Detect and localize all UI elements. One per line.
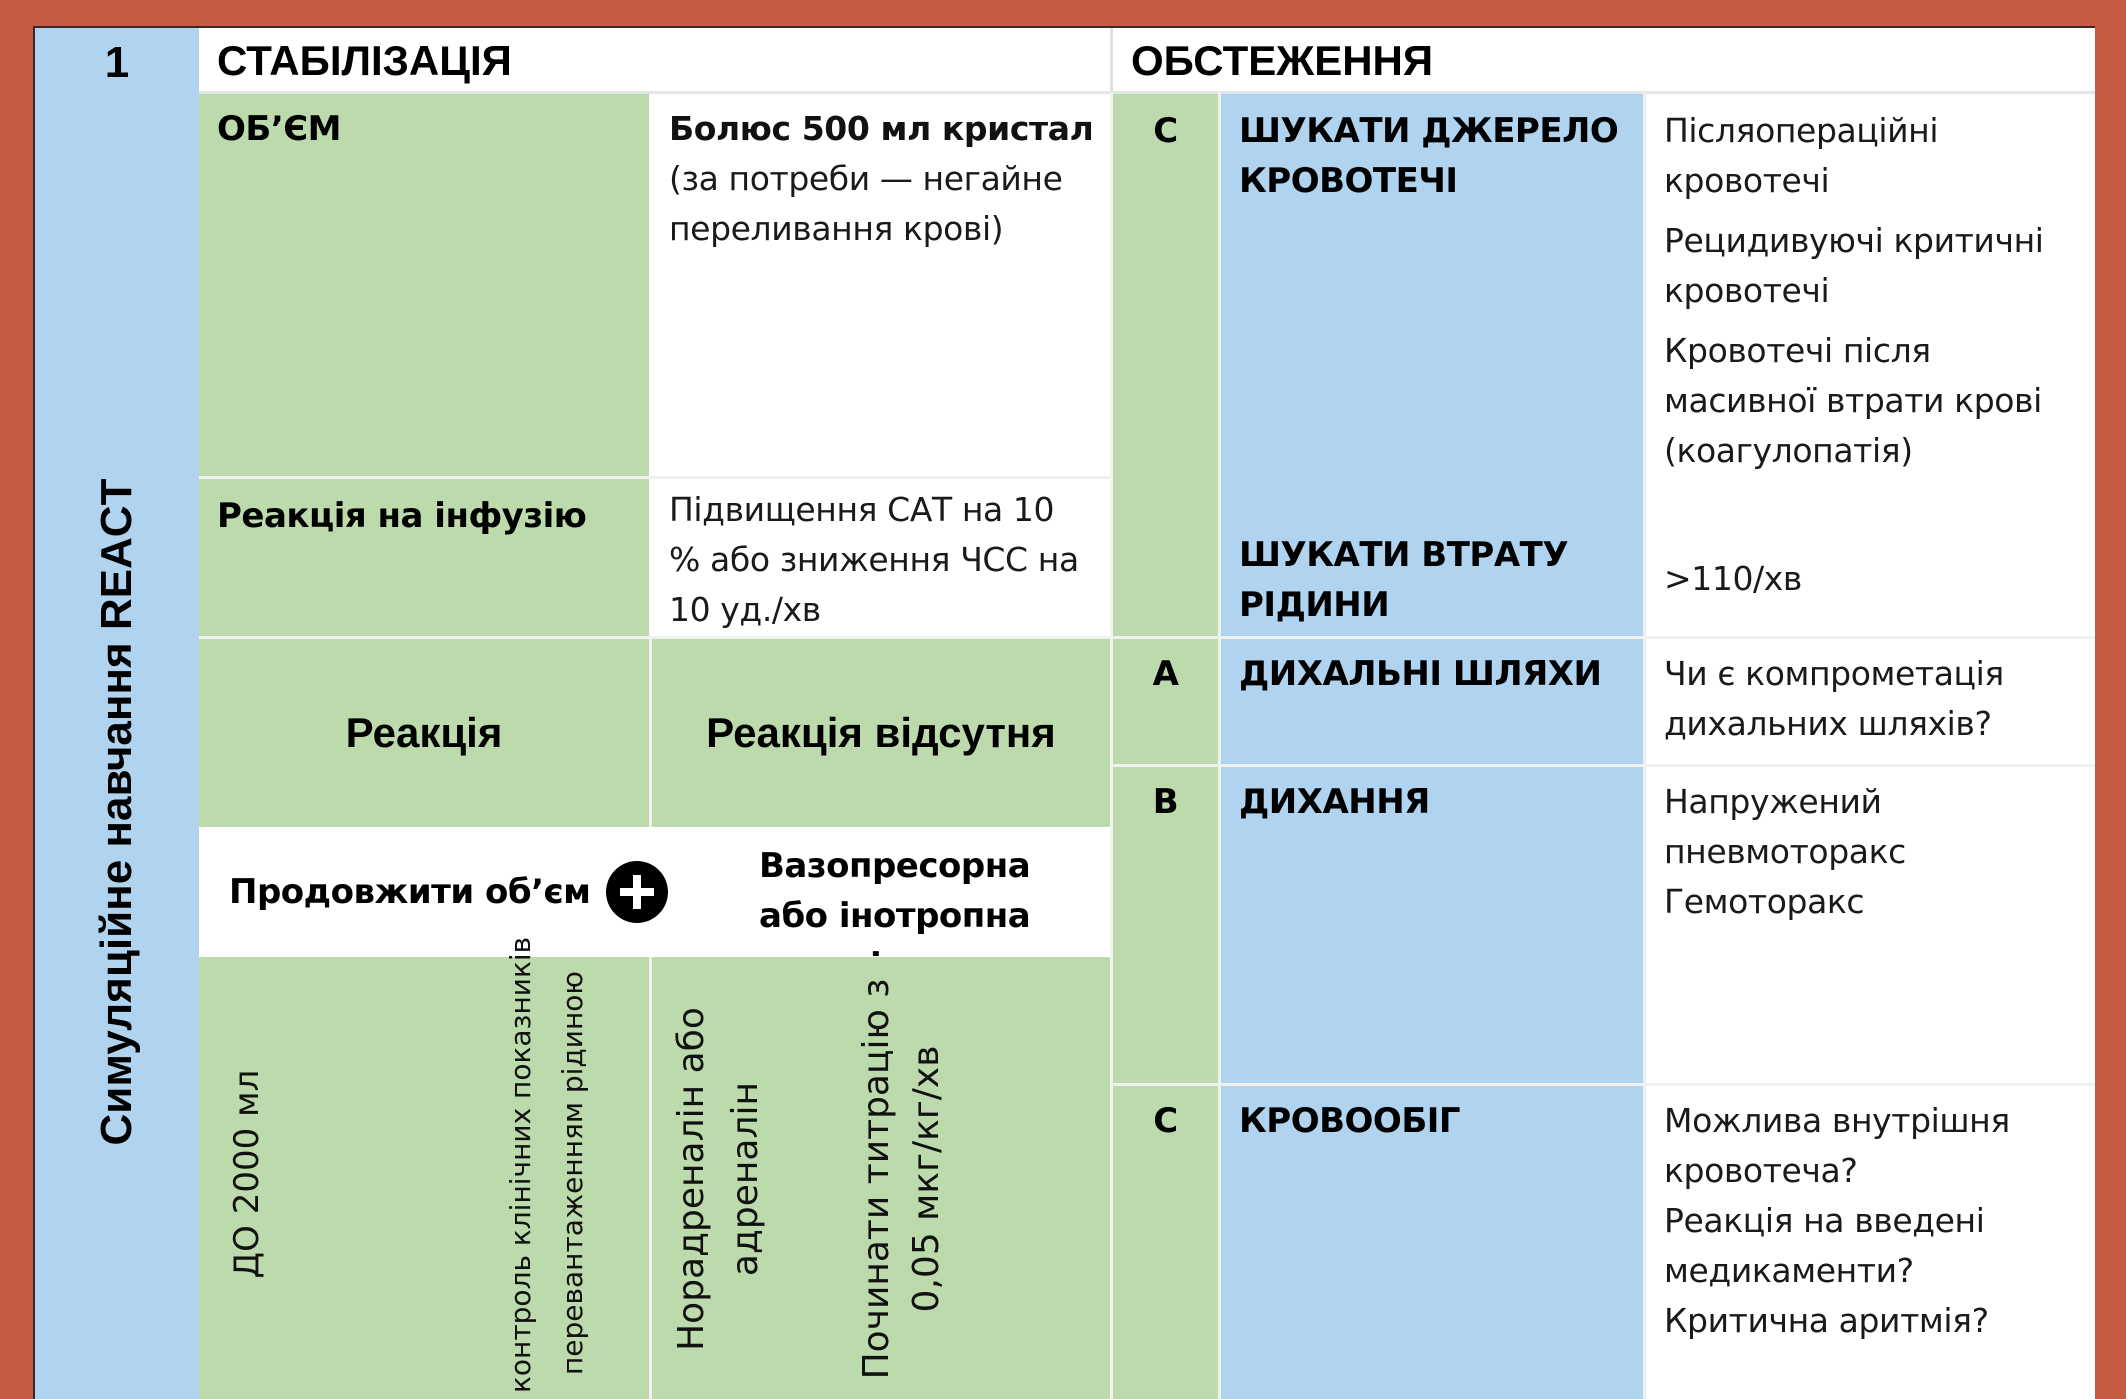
exam-label-cell: ДИХАННЯ	[1221, 767, 1643, 1083]
section-divider	[1110, 92, 1113, 1399]
row-divider	[1113, 636, 2095, 639]
exam-details-cell: Чи є компрометація дихальних шляхів?	[1646, 639, 2095, 765]
response-yes-label: Реакція	[345, 709, 503, 756]
examination-heading: ОБСТЕЖЕННЯ	[1131, 37, 1434, 84]
row-divider	[1113, 1083, 2095, 1086]
react-protocol-sheet: 1 Симуляційне навчання REACT СТАБІЛІЗАЦІ…	[33, 26, 2095, 1399]
continue-volume-label: Продовжити об’єм	[229, 872, 591, 912]
exam-letter: C	[1153, 111, 1178, 151]
col-divider	[649, 639, 652, 827]
stabilization-heading: СТАБІЛІЗАЦІЯ	[217, 37, 512, 84]
header-bottom-line	[199, 91, 2095, 94]
exam-label: КРОВООБІГ	[1239, 1101, 1461, 1141]
exam-detail-item: Реакція на введені медикаменти?	[1664, 1201, 1985, 1290]
section-number: 1	[104, 38, 130, 87]
drug-detail-cell: Норадреналін або адреналін Починати титр…	[652, 957, 1110, 1399]
titration-line1: Починати титрацію з	[856, 978, 897, 1380]
infusion-label-cell: Реакція на інфузію	[199, 479, 649, 637]
exam-details-cell: Можлива внутрішня кровотеча? Реакція на …	[1646, 1086, 2095, 1399]
action-row: Продовжити об’єм Вазопресорна або інотро…	[199, 827, 1111, 986]
exam-detail-item: Чи є компрометація дихальних шляхів?	[1664, 654, 2004, 743]
exam-detail-item: Можлива внутрішня кровотеча?	[1664, 1101, 2010, 1190]
exam-label-secondary: ШУКАТИ ВТРАТУ РІДИНИ	[1239, 535, 1569, 625]
exam-letter: A	[1152, 654, 1179, 694]
volume-label-cell: ОБ’ЄМ	[199, 94, 649, 477]
exam-label-cell: ШУКАТИ ДЖЕРЕЛО КРОВОТЕЧІ ШУКАТИ ВТРАТУ Р…	[1221, 94, 1643, 637]
row-divider	[1113, 764, 2095, 767]
exam-detail-item: Рецидивуючі критичні кровотечі	[1664, 221, 2044, 310]
exam-label: ДИХАЛЬНІ ШЛЯХИ	[1239, 654, 1602, 694]
infusion-value: Підвищення САТ на 10 % або зниження ЧСС …	[669, 490, 1079, 629]
exam-letter: C	[1153, 1101, 1178, 1141]
volume-limit: ДО 2000 мл	[227, 1069, 267, 1279]
volume-value-cell: Болюс 500 мл кристал (за потреби — негай…	[651, 94, 1110, 477]
infusion-value-cell: Підвищення САТ на 10 % або зниження ЧСС …	[651, 479, 1110, 637]
exam-detail-item: Післяопераційні кровотечі	[1664, 111, 1939, 200]
no-response-cell: Реакція відсутня	[652, 639, 1110, 827]
header-examination: ОБСТЕЖЕННЯ	[1113, 28, 2095, 92]
row-divider	[199, 476, 1111, 479]
exam-detail-extra: >110/хв	[1664, 559, 1802, 598]
volume-bolus: Болюс 500 мл кристал	[669, 109, 1094, 148]
exam-label-cell: ДИХАЛЬНІ ШЛЯХИ	[1221, 639, 1643, 765]
exam-detail-item: Гемоторакс	[1664, 882, 1865, 921]
exam-detail-item: Кровотечі після масивної втрати крові (к…	[1664, 331, 2042, 470]
col-divider	[1643, 92, 1646, 1399]
volume-note: (за потреби — негайне переливання крові)	[669, 159, 1063, 248]
exam-details-cell: Напружений пневмоторакс Гемоторакс	[1646, 767, 2095, 1083]
plus-circle-icon	[606, 861, 668, 923]
response-no-label: Реакція відсутня	[706, 709, 1056, 756]
exam-letter-cell: C	[1113, 1086, 1218, 1399]
exam-letter-cell: A	[1113, 639, 1218, 765]
exam-label-cell: КРОВООБІГ	[1221, 1086, 1643, 1399]
exam-letter-cell: B	[1113, 767, 1218, 1083]
volume-label: ОБ’ЄМ	[217, 109, 342, 149]
col-divider	[1218, 92, 1221, 1399]
exam-label: ДИХАННЯ	[1239, 782, 1430, 822]
drug-line1: Норадреналін або	[671, 1007, 712, 1351]
exam-detail-item: Напружений пневмоторакс	[1664, 782, 1906, 871]
header-stabilization: СТАБІЛІЗАЦІЯ	[199, 28, 1111, 92]
volume-detail-cell: ДО 2000 мл контроль клінічних показників…	[199, 937, 649, 1399]
header-divider	[1110, 28, 1113, 92]
titration-line2: 0,05 мкг/кг/хв	[906, 1045, 947, 1313]
exam-letter-cell: C	[1113, 94, 1218, 637]
drug-line2: адреналін	[725, 1081, 766, 1277]
exam-detail-item: Критична аритмія?	[1664, 1301, 1989, 1340]
infusion-label: Реакція на інфузію	[217, 496, 587, 536]
col-divider	[649, 957, 652, 1399]
response-cell: Реакція	[199, 639, 649, 827]
exam-letter: B	[1152, 782, 1179, 822]
exam-details-cell: Післяопераційні кровотечі Рецидивуючі кр…	[1646, 94, 2095, 637]
sidebar-title: Симуляційне навчання REACT	[92, 478, 141, 1146]
exam-label: ШУКАТИ ДЖЕРЕЛО КРОВОТЕЧІ	[1239, 111, 1619, 201]
sidebar-column: 1 Симуляційне навчання REACT	[35, 28, 199, 1399]
row-divider	[199, 636, 1111, 639]
monitoring-line2: перевантаженням рідиною	[556, 970, 589, 1376]
monitoring-line1: контроль клінічних показників	[504, 936, 537, 1393]
